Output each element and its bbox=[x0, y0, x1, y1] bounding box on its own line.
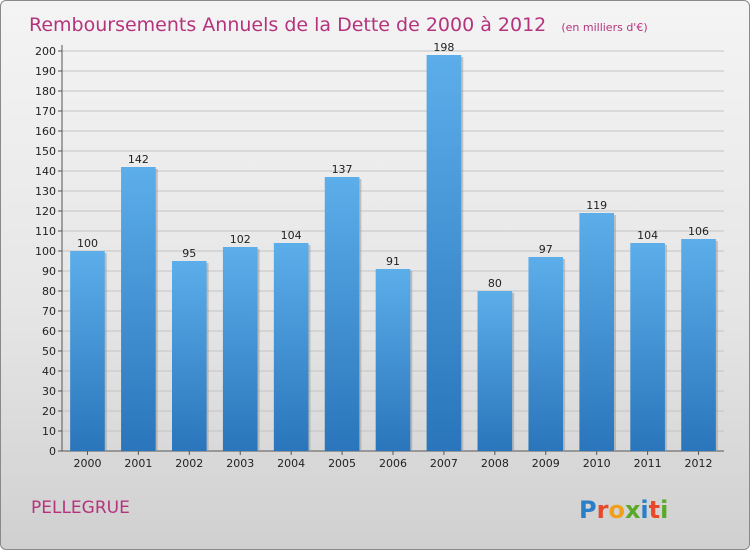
y-axis-ticks: 0 10 20 30 40 50 60 70 80 90 100 110 120 130 140 150 160… bbox=[35, 45, 62, 458]
x-tick-label: 2001 bbox=[124, 457, 152, 470]
y-tick-label: 40 bbox=[42, 365, 56, 378]
town-name: PELLEGRUE bbox=[31, 498, 130, 518]
x-tick-label: 2002 bbox=[175, 457, 203, 470]
bar-2006 bbox=[375, 269, 411, 451]
x-axis-ticks: 2000 2001 2002 2003 2004 2005 2006 2007 2008 2009… bbox=[73, 451, 713, 470]
x-tick-label: 2012 bbox=[685, 457, 713, 470]
bar-2008 bbox=[477, 291, 513, 451]
value-label: 137 bbox=[332, 163, 353, 176]
y-tick-label: 60 bbox=[42, 325, 56, 338]
value-label: 198 bbox=[433, 41, 454, 54]
bars bbox=[70, 55, 718, 451]
y-tick-label: 160 bbox=[35, 125, 56, 138]
x-tick-label: 2008 bbox=[481, 457, 509, 470]
y-tick-label: 50 bbox=[42, 345, 56, 358]
logo-letter: x bbox=[625, 496, 641, 524]
y-tick-label: 120 bbox=[35, 205, 56, 218]
value-label: 102 bbox=[230, 233, 251, 246]
x-tick-label: 2003 bbox=[226, 457, 254, 470]
logo-letter: P bbox=[579, 496, 597, 524]
x-tick-label: 2007 bbox=[430, 457, 458, 470]
y-tick-label: 110 bbox=[35, 225, 56, 238]
x-tick-label: 2000 bbox=[73, 457, 101, 470]
y-tick-label: 130 bbox=[35, 185, 56, 198]
logo-letter: i bbox=[640, 496, 648, 524]
logo-letter: r bbox=[597, 496, 609, 524]
value-label: 95 bbox=[182, 247, 196, 260]
logo-letter: o bbox=[608, 496, 625, 524]
bar-2009 bbox=[528, 257, 564, 451]
x-tick-label: 2004 bbox=[277, 457, 305, 470]
chart-title: Remboursements Annuels de la Dette de 20… bbox=[29, 14, 546, 36]
bar-2007 bbox=[426, 55, 462, 451]
bar-2011 bbox=[630, 243, 665, 451]
bar-2012 bbox=[681, 239, 716, 451]
bar-2010 bbox=[579, 213, 615, 451]
chart-title-text: Remboursements Annuels de la Dette de 20… bbox=[29, 14, 648, 36]
x-tick-label: 2011 bbox=[634, 457, 662, 470]
y-tick-label: 90 bbox=[42, 265, 56, 278]
y-tick-label: 150 bbox=[35, 145, 56, 158]
value-label: 142 bbox=[128, 153, 149, 166]
y-tick-label: 140 bbox=[35, 165, 56, 178]
y-tick-label: 190 bbox=[35, 65, 56, 78]
value-label: 97 bbox=[539, 243, 553, 256]
y-tick-label: 0 bbox=[49, 445, 56, 458]
y-tick-label: 170 bbox=[35, 105, 56, 118]
x-tick-label: 2009 bbox=[532, 457, 560, 470]
value-label: 100 bbox=[77, 237, 98, 250]
x-tick-label: 2006 bbox=[379, 457, 407, 470]
y-tick-label: 200 bbox=[35, 45, 56, 58]
logo-letter: i bbox=[660, 496, 668, 524]
proxiti-logo: Proxiti bbox=[579, 496, 668, 524]
bar-2005 bbox=[324, 177, 360, 451]
x-tick-label: 2005 bbox=[328, 457, 356, 470]
chart-subtitle: (en milliers d'€) bbox=[561, 21, 647, 34]
y-tick-label: 80 bbox=[42, 285, 56, 298]
y-tick-label: 10 bbox=[42, 425, 56, 438]
logo-letter: t bbox=[649, 496, 660, 524]
x-tick-label: 2010 bbox=[583, 457, 611, 470]
bar-2002 bbox=[171, 261, 207, 451]
value-label: 91 bbox=[386, 255, 400, 268]
value-label: 119 bbox=[586, 199, 607, 212]
value-label: 104 bbox=[281, 229, 302, 242]
y-tick-label: 20 bbox=[42, 405, 56, 418]
bar-2001 bbox=[121, 167, 156, 451]
value-label: 80 bbox=[488, 277, 502, 290]
y-tick-label: 70 bbox=[42, 305, 56, 318]
bar-2004 bbox=[273, 243, 309, 451]
bar-2003 bbox=[222, 247, 258, 451]
y-tick-label: 100 bbox=[35, 245, 56, 258]
value-label: 104 bbox=[637, 229, 658, 242]
value-label: 106 bbox=[688, 225, 709, 238]
bar-2000 bbox=[70, 251, 105, 451]
y-tick-label: 30 bbox=[42, 385, 56, 398]
y-tick-label: 180 bbox=[35, 85, 56, 98]
value-labels: 100 142 95 102 104 137 91 198 80 97 119 104 106 bbox=[77, 41, 709, 290]
